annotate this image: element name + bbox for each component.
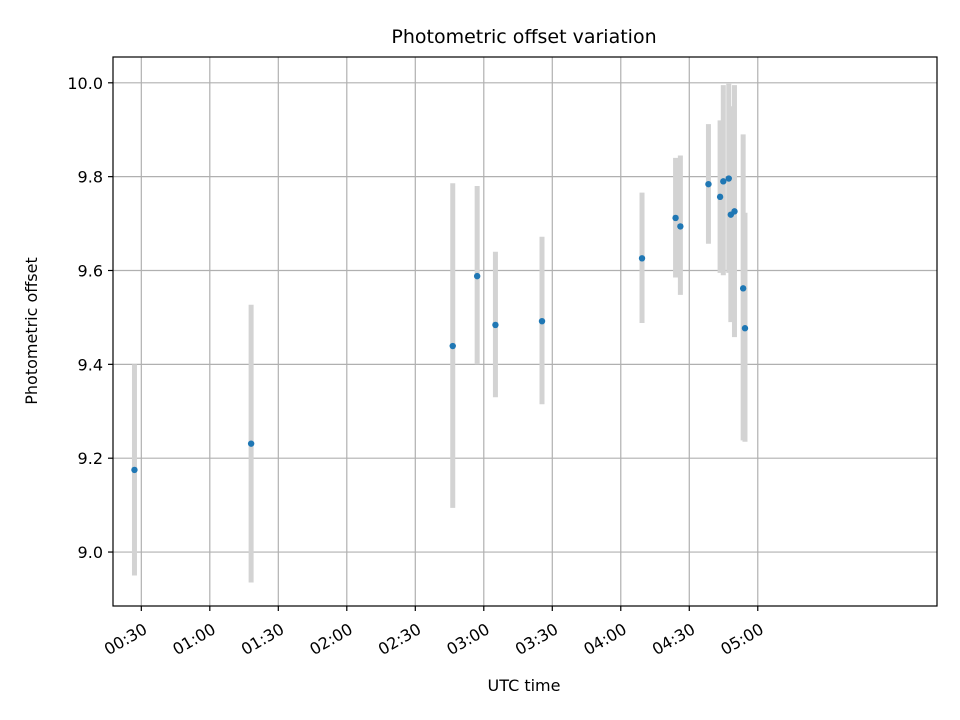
data-point: [492, 321, 499, 329]
data-point: [538, 317, 546, 325]
plot-frame: [112, 56, 938, 607]
data-point: [705, 180, 712, 188]
y-tick-label: 9.6: [78, 262, 103, 281]
data-point: [716, 193, 724, 201]
data-point: [731, 208, 738, 215]
y-tick-label: 9.2: [78, 449, 103, 468]
x-axis-title: UTC time: [488, 676, 561, 695]
data-point: [131, 466, 138, 474]
y-tick-label: 10.0: [67, 74, 103, 93]
data-points: [131, 175, 749, 474]
chart-title: Photometric offset variation: [391, 26, 656, 48]
data-point: [677, 223, 684, 230]
data-point: [638, 255, 646, 262]
data-point: [247, 440, 255, 447]
y-tick-label: 9.0: [78, 543, 103, 562]
data-point: [739, 285, 747, 292]
data-point: [741, 325, 749, 332]
data-point: [449, 342, 456, 350]
y-tick-label: 9.8: [78, 168, 103, 187]
data-point: [720, 178, 727, 185]
data-point: [672, 214, 679, 222]
y-axis-title: Photometric offset: [22, 257, 41, 405]
y-tick-label: 9.4: [78, 355, 103, 374]
data-point: [473, 272, 481, 280]
data-point: [725, 175, 732, 182]
